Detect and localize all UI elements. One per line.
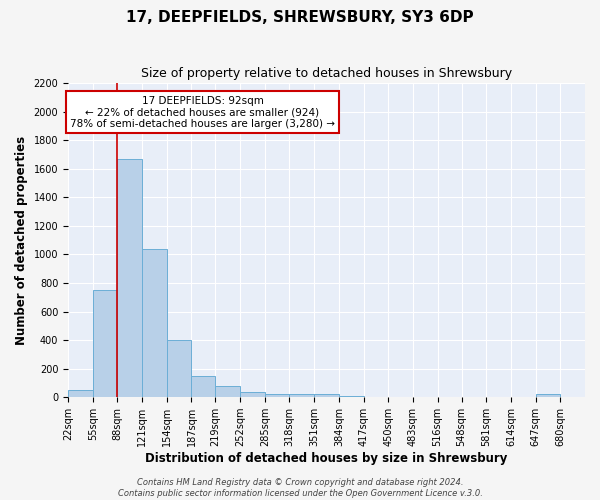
Bar bbox=[142, 248, 167, 397]
Bar bbox=[314, 394, 339, 397]
Y-axis label: Number of detached properties: Number of detached properties bbox=[15, 136, 28, 344]
X-axis label: Distribution of detached houses by size in Shrewsbury: Distribution of detached houses by size … bbox=[145, 452, 508, 465]
Title: Size of property relative to detached houses in Shrewsbury: Size of property relative to detached ho… bbox=[141, 68, 512, 80]
Bar bbox=[93, 290, 118, 397]
Bar bbox=[339, 396, 364, 397]
Bar bbox=[215, 386, 240, 397]
Bar bbox=[265, 394, 289, 397]
Text: 17 DEEPFIELDS: 92sqm
← 22% of detached houses are smaller (924)
78% of semi-deta: 17 DEEPFIELDS: 92sqm ← 22% of detached h… bbox=[70, 96, 335, 129]
Text: 17, DEEPFIELDS, SHREWSBURY, SY3 6DP: 17, DEEPFIELDS, SHREWSBURY, SY3 6DP bbox=[126, 10, 474, 25]
Bar bbox=[191, 376, 215, 397]
Bar bbox=[289, 394, 314, 397]
Bar bbox=[167, 340, 191, 397]
Bar bbox=[364, 396, 388, 397]
Bar bbox=[118, 158, 142, 397]
Bar bbox=[240, 392, 265, 397]
Bar bbox=[68, 390, 93, 397]
Bar bbox=[536, 394, 560, 397]
Text: Contains HM Land Registry data © Crown copyright and database right 2024.
Contai: Contains HM Land Registry data © Crown c… bbox=[118, 478, 482, 498]
